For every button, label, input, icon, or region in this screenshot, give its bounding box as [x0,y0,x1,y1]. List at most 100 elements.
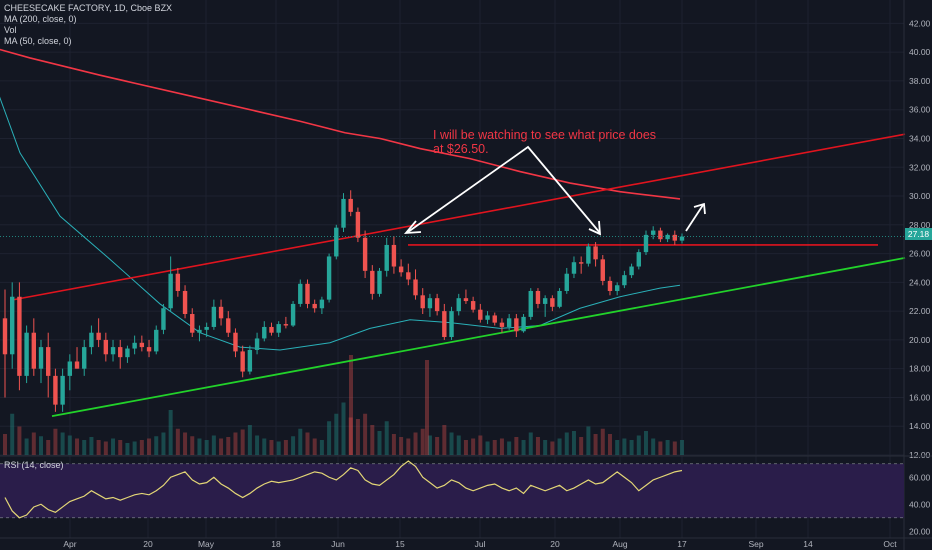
volume-bar [586,426,591,455]
candle-body [67,361,73,376]
indicator-volume[interactable]: Vol [4,25,17,35]
candle-body [103,339,109,355]
volume-bar [211,435,216,455]
time-axis-label: May [198,539,215,549]
volume-bar [665,440,670,455]
candle-body [499,322,505,327]
candle-body [74,361,80,369]
price-axis-label: 18.00 [909,364,931,374]
volume-bar [269,440,274,455]
candle-body [125,348,130,358]
price-axis-label: 32.00 [909,162,931,172]
volume-bar [219,438,224,455]
candle-body [38,347,44,369]
volume-bar [283,440,288,455]
price-axis-label: 12.00 [909,450,931,460]
volume-bar [96,440,101,455]
candle-body [629,266,634,276]
candle-body [118,347,123,358]
candle-body [326,256,332,300]
candle-body [478,309,483,320]
volume-bar [161,432,166,455]
rsi-band [0,463,904,518]
candle-body [53,375,58,405]
candle-body [362,237,368,271]
volume-bar [557,438,562,455]
candle-body [636,252,641,267]
support-trendline [51,257,906,418]
volume-bar [420,428,425,455]
volume-bar [175,428,180,455]
volume-bar [622,438,627,455]
candle-body [650,230,656,235]
volume-bar [427,435,432,455]
volume-bar [334,413,339,455]
candle-body [614,285,620,291]
volume-bar [10,413,15,455]
price-axis-label: 30.00 [909,191,931,201]
ma50-line [0,96,681,351]
candle-body [571,262,577,274]
price-axis-label: 20.00 [909,335,931,345]
candle-body [254,338,260,350]
volume-bar [636,435,641,455]
volume-bar [571,431,576,455]
candle-body [283,324,289,326]
candle-body [10,296,15,355]
candle-body [110,347,116,355]
candle-body [161,308,166,330]
volume-bar [391,434,396,455]
price-axis-label: 34.00 [909,133,931,143]
volume-bar [226,437,231,455]
volume-bar [75,438,80,455]
time-axis-label: 20 [550,539,560,549]
candle-body [341,198,346,228]
volume-bar [615,440,620,455]
time-axis-label: 20 [143,539,153,549]
volume-bar [46,440,51,455]
price-axis-label: 22.00 [909,306,931,316]
indicator-ma200[interactable]: MA (200, close, 0) [4,14,77,24]
volume-bar [255,435,260,455]
volume-bar [535,437,540,455]
candle-body [449,311,454,338]
candle-body [463,298,469,302]
chart-annotation: I will be watching to see what price doe… [433,128,656,156]
symbol-title: CHEESECAKE FACTORY, 1D, Cboe BZX [4,3,173,13]
time-axis-label: Aug [612,539,627,549]
candle-body [96,332,101,340]
volume-bar [204,440,209,455]
volume-bar [348,417,353,455]
price-axis-label: 36.00 [909,105,931,115]
volume-bar [89,437,94,455]
volume-bar [298,428,303,455]
volume-bar [39,436,44,455]
volume-bar [600,428,605,455]
volume-bar [67,435,72,455]
volume-bar [154,436,159,455]
arrow-head-right [588,220,602,236]
candle-body [391,244,397,267]
volume-bar [463,440,468,455]
candle-body [17,296,22,376]
candle-body [672,234,677,241]
volume-bar [435,437,440,455]
indicator-ma50[interactable]: MA (50, close, 0) [4,36,72,46]
candle-body [420,295,425,309]
candle-body [528,290,533,317]
candle-body [312,303,317,309]
price-axis-label: 42.00 [909,18,931,28]
rsi-legend[interactable]: RSI (14, close) [4,460,64,470]
volume-bar [658,441,663,455]
volume-bar [471,438,476,455]
candle-body [506,318,512,327]
candle-body [521,316,526,332]
last-price-label: 27.18 [905,228,932,240]
volume-bar [550,441,555,455]
volume-bar [413,432,418,455]
candle-body [89,332,94,348]
candle-body [550,298,555,307]
ma200-line [0,48,681,200]
breakout-arrow [685,204,704,232]
